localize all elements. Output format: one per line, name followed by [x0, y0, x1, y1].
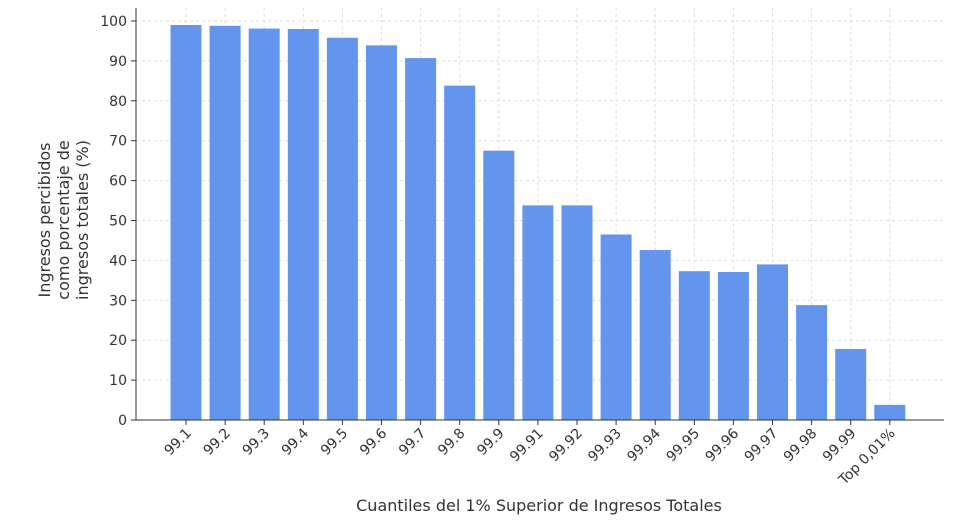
y-tick-label: 100: [100, 14, 127, 30]
y-axis-title-line-3: ingresos totales (%): [73, 140, 92, 300]
x-tick-label: 99.98: [781, 426, 821, 466]
bar-99-5: [326, 37, 358, 421]
x-tick-label: 99.92: [546, 426, 586, 466]
x-tick-label: 99.3: [240, 426, 273, 459]
bar-99-4: [287, 28, 319, 420]
y-axis-title: Ingresos percibidos como porcentaje de i…: [35, 140, 92, 300]
x-tick-label: 99.9: [474, 426, 507, 459]
bar-99-93: [600, 234, 632, 420]
bar-99-91: [522, 205, 554, 420]
y-tick-label: 70: [109, 134, 127, 150]
x-tick-label: 99.4: [279, 425, 312, 458]
bar-99-94: [639, 250, 671, 420]
y-tick-label: 0: [118, 413, 127, 429]
y-tick-label: 50: [109, 214, 127, 230]
x-tick-label: 99.7: [396, 426, 429, 459]
x-tick-label: 99.5: [318, 426, 351, 459]
bar-99-6: [366, 45, 397, 421]
x-tick-label: 99.96: [703, 425, 743, 465]
y-tick-label: 40: [109, 253, 127, 269]
bar-99-95: [678, 271, 710, 420]
x-tick-label: 99.6: [357, 425, 390, 458]
x-tick-label: 99.2: [201, 426, 234, 459]
bar-99-96: [717, 271, 749, 420]
y-tick-label: 10: [109, 373, 127, 389]
y-tick-label: 90: [109, 54, 127, 70]
y-tick-label: 30: [109, 293, 127, 309]
x-tick-label: 99.91: [507, 426, 547, 466]
y-axis-title-line-1: Ingresos percibidos: [35, 143, 54, 298]
x-tick-label: 99.95: [663, 426, 703, 466]
x-tick-labels: 99.1 99.2 99.3 99.4 99.5 99.6 99.7 99.8 99.9 99.9…: [161, 425, 898, 488]
y-tick-label: 20: [109, 333, 127, 349]
x-axis-title: Cuantiles del 1% Superior de Ingresos To…: [356, 496, 722, 515]
bar-99-97: [757, 264, 788, 420]
bar-99-98: [796, 305, 828, 420]
bar-99-7: [405, 58, 437, 421]
y-tick-label: 80: [109, 94, 127, 110]
bar-99-92: [561, 205, 593, 420]
bar-99-1: [170, 24, 202, 421]
x-tick-label: 99.93: [585, 426, 625, 466]
bar-99-2: [209, 25, 241, 421]
x-tick-label: 99.1: [161, 426, 194, 459]
y-tick-labels: 0 10 20 30 40 50 60 70 80 90 100: [100, 14, 127, 429]
axes-layer: [131, 8, 944, 425]
bar-99-3: [248, 28, 280, 421]
bar-Top-0-01-: [874, 404, 906, 420]
x-tick-label: 99.94: [624, 425, 664, 465]
x-tick-label: 99.97: [742, 426, 782, 466]
bars-layer: [170, 24, 906, 421]
bar-99-9: [483, 150, 515, 421]
y-axis-title-line-2: como porcentaje de: [54, 140, 73, 299]
bar-99-8: [444, 85, 476, 420]
bar-99-99: [835, 348, 867, 420]
y-tick-label: 60: [109, 174, 127, 190]
x-tick-label: 99.8: [435, 426, 468, 459]
